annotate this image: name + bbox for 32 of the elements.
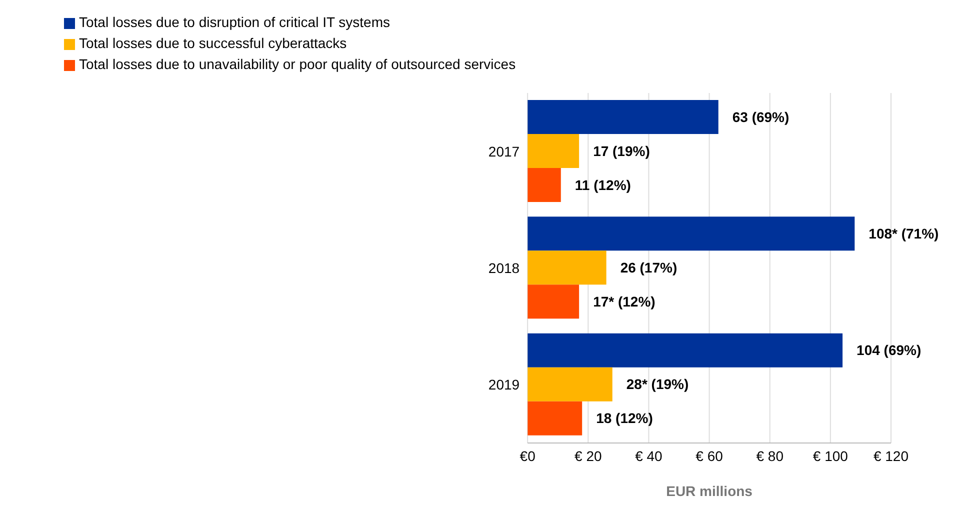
bar [528,100,718,134]
x-tick-label: €0 [520,448,536,464]
data-label: 26 (17%) [620,260,678,276]
y-tick-label: 2018 [488,260,520,276]
x-tick-label: € 20 [574,448,602,464]
y-tick-label: 2017 [488,143,520,160]
bar [528,367,612,402]
bar [528,250,606,285]
y-tick-label: 2019 [488,376,520,393]
x-tick-label: € 80 [756,448,784,464]
legend-label: Total losses due to disruption of critical IT systems [79,14,390,30]
legend-label: Total losses due to unavailability or poor quality of outsourced services [79,56,516,72]
x-tick-label: € 100 [812,448,848,464]
bar [528,401,582,436]
bar [528,216,855,251]
data-label: 18 (12%) [596,410,653,426]
x-tick-label: € 60 [696,448,724,464]
x-tick-label: € 40 [635,448,663,464]
data-label: 104 (69%) [856,342,922,358]
data-label: 108* (71%) [868,226,939,242]
data-label: 17* (12%) [593,294,656,310]
x-axis-title: EUR millions [666,483,753,499]
data-label: 28* (19%) [626,376,689,392]
x-tick-label: € 120 [873,448,909,464]
data-label: 63 (69%) [732,108,790,125]
legend-label: Total losses due to successful cyberattacks [79,35,347,51]
bar [528,333,843,368]
data-label: 17 (19%) [593,142,650,159]
data-label: 11 (12%) [574,176,631,193]
bar [528,134,580,168]
bar [528,284,580,319]
bar [528,168,561,202]
